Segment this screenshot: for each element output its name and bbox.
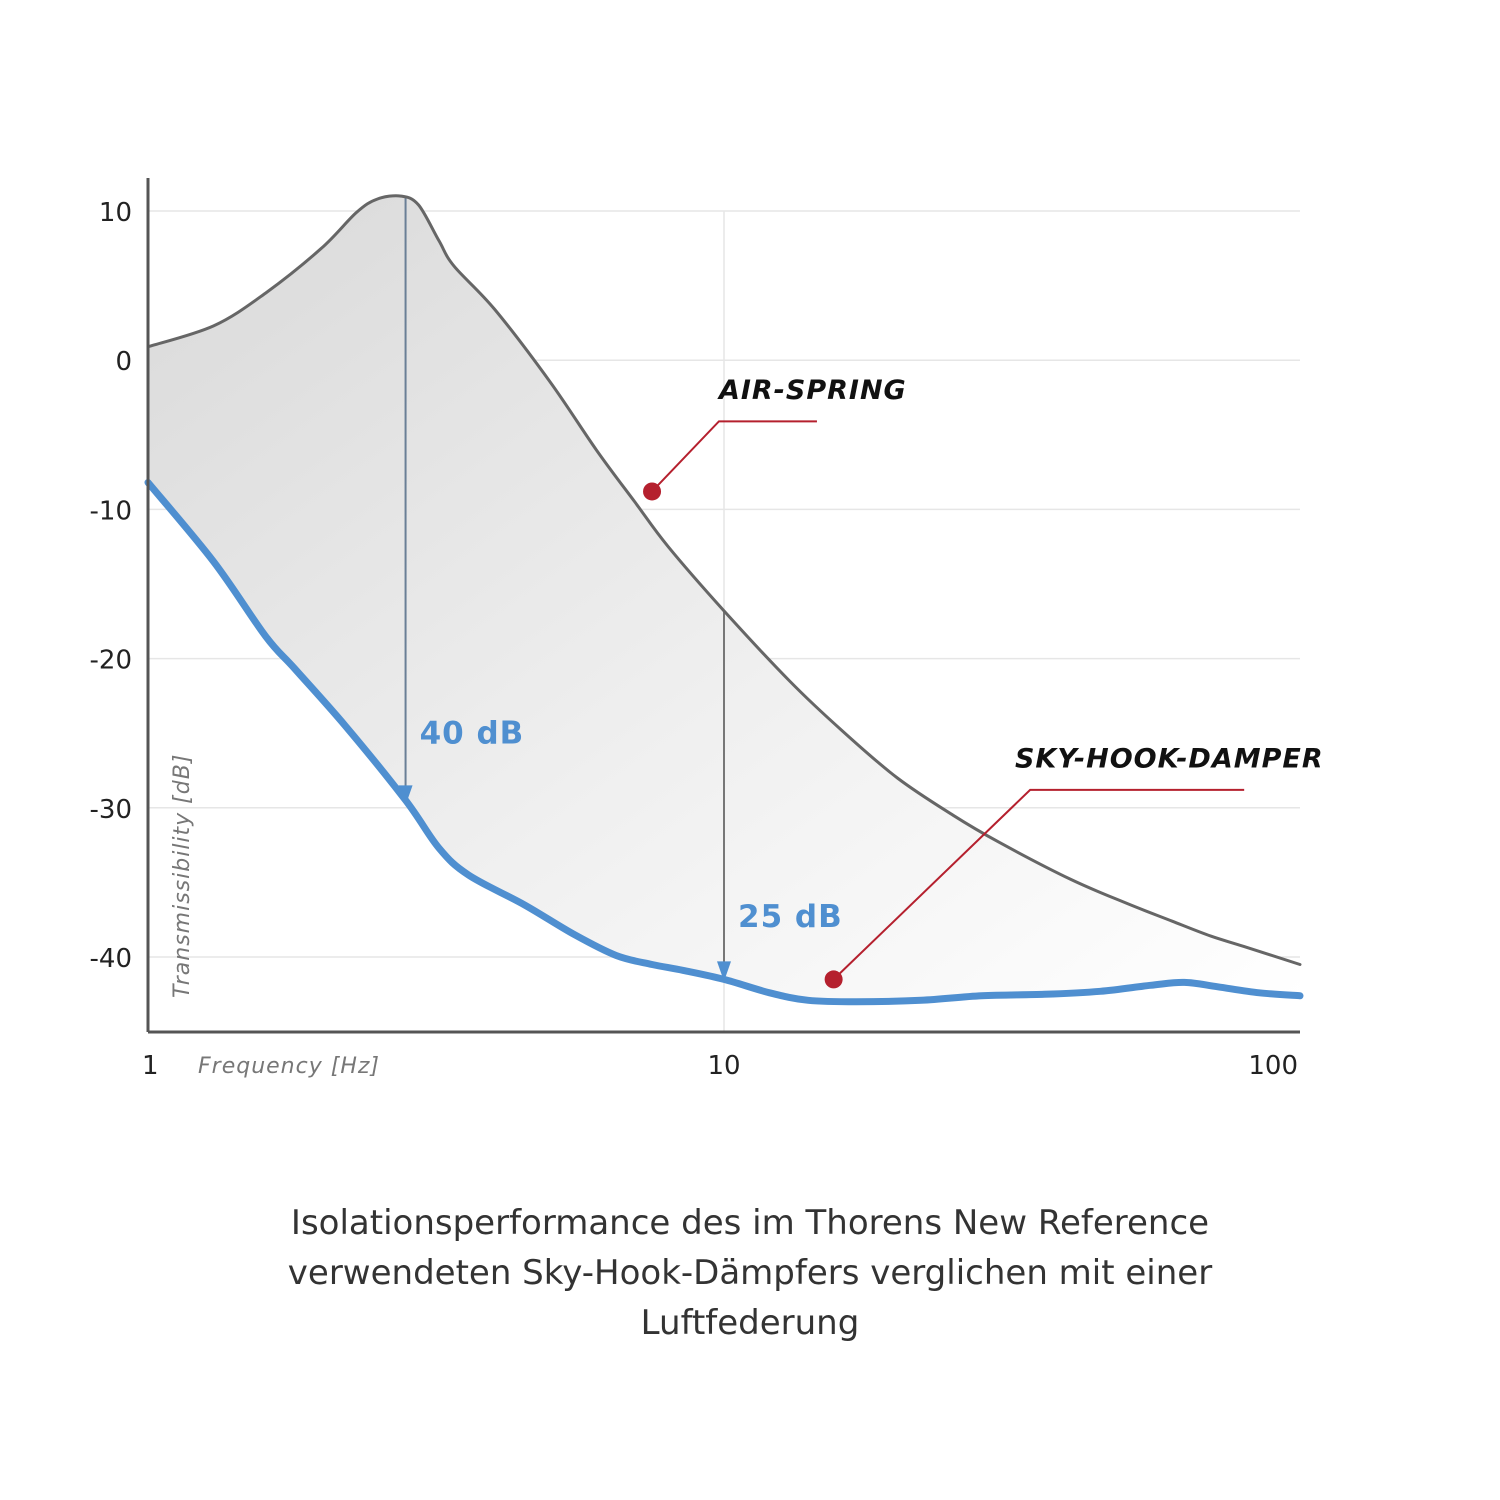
difference-label-0: 40 dB (420, 716, 525, 752)
callout-label-0: AIR-SPRING (717, 375, 907, 406)
callout-leader-1 (832, 788, 1245, 981)
callout-label-1: SKY-HOOK-DAMPER (1015, 744, 1324, 775)
series-line-sky-hook-damper (144, 479, 1304, 1006)
x-axis-title: Frequency [Hz] (198, 1054, 380, 1079)
callout-dot-0 (643, 482, 662, 501)
caption-line-2: verwendeten Sky-Hook-Dämpfers verglichen… (287, 1253, 1213, 1293)
x-tick-label: 10 (707, 1051, 740, 1081)
y-tick-label: -40 (90, 944, 132, 974)
callout-leader-0 (651, 420, 817, 493)
x-tick-label: 1 (142, 1051, 159, 1081)
difference-area (148, 195, 1300, 1002)
y-tick-label: -30 (90, 795, 132, 825)
y-axis-title: Transmissibility [dB] (170, 754, 195, 998)
y-tick-label: 10 (99, 198, 132, 228)
caption-line-1: Isolationsperformance des im Thorens New… (290, 1203, 1210, 1243)
y-tick-label: 0 (115, 347, 132, 377)
callout-dot-1 (824, 970, 843, 989)
caption-line-3: Luftfederung (640, 1303, 860, 1343)
difference-label-1: 25 dB (738, 899, 843, 935)
y-tick-label: -20 (90, 646, 132, 676)
x-tick-label: 100 (1248, 1051, 1298, 1081)
series-line-air-spring (146, 194, 1302, 966)
y-tick-label: -10 (90, 496, 132, 526)
difference-arrow-head-1 (717, 961, 731, 982)
caption: Isolationsperformance des im Thorens New… (150, 1198, 1350, 1348)
